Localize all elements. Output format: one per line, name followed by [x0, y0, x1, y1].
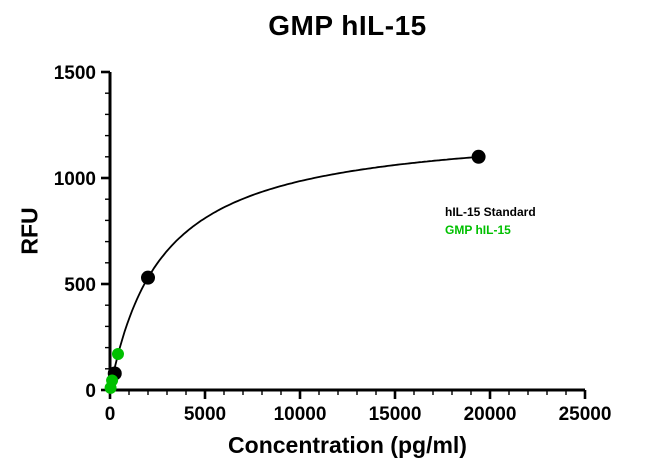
x-tick-label: 15000: [369, 404, 422, 425]
data-point-standard: [141, 270, 155, 285]
legend-item-standard: hIL-15 Standard: [445, 205, 536, 219]
y-tick-label: 1000: [54, 169, 96, 190]
y-axis-label: RFU: [16, 207, 43, 255]
data-point-gmp: [111, 347, 124, 360]
legend-item-gmp: GMP hIL-15: [445, 223, 511, 237]
legend: hIL-15 Standard GMP hIL-15: [445, 203, 536, 239]
x-tick-label: 0: [105, 404, 116, 425]
x-tick-label: 20000: [464, 404, 517, 425]
data-point-standard: [471, 149, 486, 164]
y-tick-label: 500: [64, 275, 96, 296]
x-tick-label: 5000: [184, 404, 226, 425]
y-tick-label: 1500: [54, 63, 96, 84]
fit-curve: [109, 156, 479, 391]
chart-title: GMP hIL-15: [268, 10, 427, 41]
x-tick-label: 25000: [559, 404, 612, 425]
x-axis-label: Concentration (pg/ml): [228, 432, 467, 458]
x-tick-label: 10000: [274, 404, 327, 425]
y-tick-label: 0: [85, 381, 96, 402]
data-point-gmp: [106, 374, 119, 387]
